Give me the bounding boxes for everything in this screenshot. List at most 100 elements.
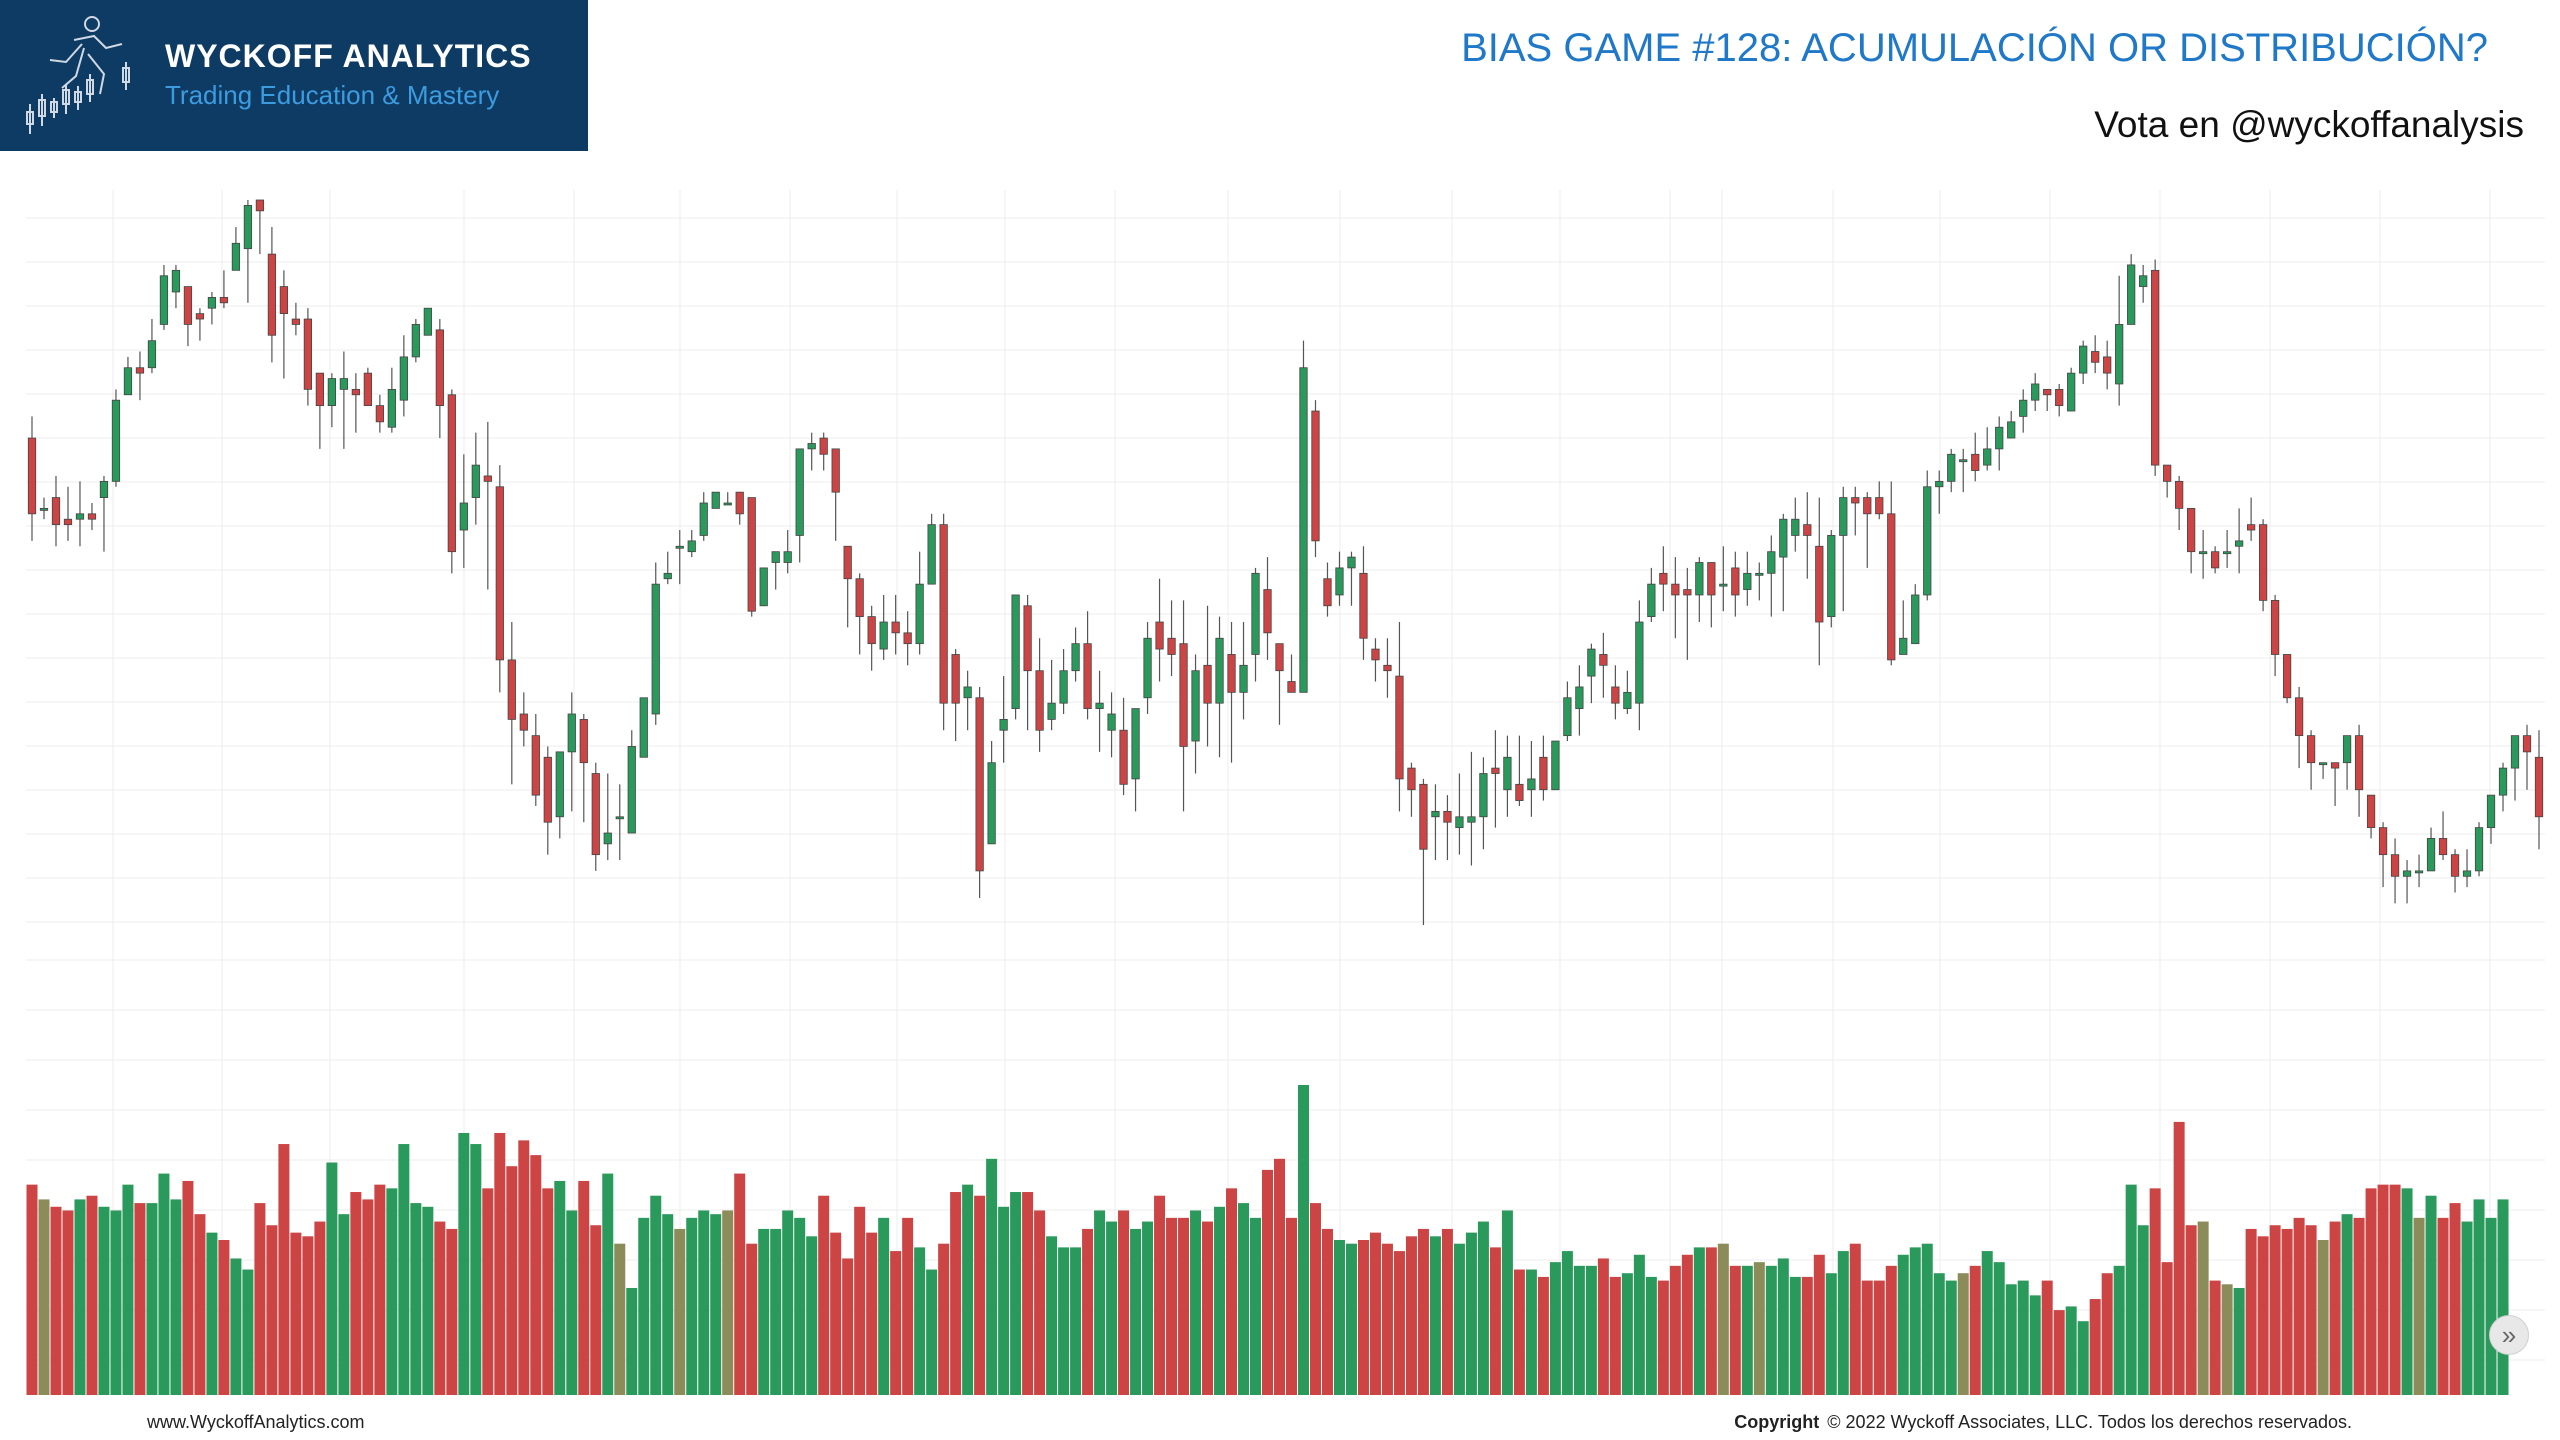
volume-bar xyxy=(1094,1210,1106,1395)
candle-body xyxy=(1431,810,1440,818)
volume-bar xyxy=(806,1236,818,1395)
candle-body xyxy=(1779,518,1788,558)
volume-bar xyxy=(938,1243,950,1395)
candle-body xyxy=(1863,497,1872,515)
candle-body xyxy=(2103,356,2112,374)
volume-bar xyxy=(1130,1228,1142,1395)
candle-body xyxy=(327,378,336,406)
candle-body xyxy=(183,286,193,325)
volume-bar xyxy=(1837,1251,1849,1395)
volume-bar xyxy=(446,1228,458,1395)
candle-body xyxy=(471,464,480,498)
volume-bar xyxy=(554,1180,566,1395)
candle-body xyxy=(1059,670,1068,704)
candle-body xyxy=(687,540,696,553)
volume-bar xyxy=(1621,1273,1633,1395)
volume-bar xyxy=(1525,1269,1537,1395)
volume-bar xyxy=(2281,1228,2293,1395)
volume-bar xyxy=(2485,1217,2497,1395)
candle-body xyxy=(219,296,229,304)
candle-body xyxy=(1803,524,1812,536)
candle-body xyxy=(1743,572,1752,590)
volume-bar xyxy=(1190,1210,1202,1395)
candle-body xyxy=(1587,648,1596,677)
footer-website[interactable]: www.WyckoffAnalytics.com xyxy=(147,1412,365,1432)
candle-body xyxy=(2139,275,2148,287)
candle-body xyxy=(1119,729,1128,785)
volume-bar xyxy=(350,1192,362,1395)
candle-body xyxy=(2318,762,2328,766)
candle-body xyxy=(1491,767,1500,774)
candle-body xyxy=(1911,594,1920,645)
candle-body xyxy=(2115,324,2124,385)
volume-bar xyxy=(686,1217,698,1395)
candle-body xyxy=(1551,740,1560,791)
volume-bar xyxy=(494,1132,506,1395)
volume-bar xyxy=(2161,1262,2173,1395)
volume-bar xyxy=(890,1251,902,1395)
candle-body xyxy=(771,551,780,563)
volume-bar xyxy=(1585,1265,1597,1395)
candle-body xyxy=(2330,762,2340,769)
volume-bar xyxy=(50,1206,62,1395)
volume-bar xyxy=(1597,1258,1609,1395)
volume-bar xyxy=(1441,1228,1453,1395)
candle-body xyxy=(915,583,924,645)
volume-bar xyxy=(1861,1280,1873,1395)
volume-bar xyxy=(1309,1203,1321,1395)
volume-bar xyxy=(1609,1276,1621,1395)
volume-bar xyxy=(866,1232,878,1395)
candle-body xyxy=(2534,756,2544,818)
volume-bar xyxy=(362,1199,374,1395)
candle-body xyxy=(975,697,984,872)
candle-body xyxy=(1851,497,1860,504)
candle-body xyxy=(231,242,241,271)
copyright-label: Copyright xyxy=(1734,1412,1820,1432)
volume-bar xyxy=(1429,1236,1441,1395)
volume-bar xyxy=(110,1210,122,1395)
candle-body xyxy=(411,324,420,358)
candle-body xyxy=(1131,708,1140,780)
candle-body xyxy=(1515,783,1524,801)
volume-bar xyxy=(410,1203,422,1395)
volume-bar xyxy=(1921,1243,1933,1395)
candle-body xyxy=(2354,735,2364,791)
volume-bar xyxy=(1909,1247,1921,1395)
volume-bar xyxy=(1214,1206,1226,1395)
volume-bar xyxy=(1717,1243,1729,1395)
volume-bar xyxy=(578,1180,590,1395)
volume-bar xyxy=(1058,1247,1070,1395)
candle-body xyxy=(1647,583,1656,618)
candle-body xyxy=(51,497,61,526)
candle-body xyxy=(315,372,325,406)
volume-bar xyxy=(2041,1280,2053,1395)
candle-body xyxy=(63,518,73,526)
candle-body xyxy=(1599,654,1608,666)
candle-body xyxy=(159,275,169,325)
volume-bar xyxy=(674,1228,686,1395)
volume-bar xyxy=(1178,1217,1190,1395)
candle-body xyxy=(1251,572,1260,655)
candle-body xyxy=(843,545,852,580)
volume-bar xyxy=(1825,1273,1837,1395)
volume-bar xyxy=(218,1240,230,1395)
volume-bar xyxy=(2437,1217,2449,1395)
volume-bar xyxy=(518,1140,530,1395)
candle-body xyxy=(1335,567,1344,596)
candle-body xyxy=(2390,854,2400,877)
candle-body xyxy=(1659,572,1668,585)
volume-bar xyxy=(86,1195,98,1395)
volume-bar xyxy=(1082,1228,1094,1395)
volume-bar xyxy=(566,1210,578,1395)
candle-body xyxy=(867,616,876,645)
volume-bar xyxy=(1357,1240,1369,1395)
volume-bar xyxy=(26,1184,38,1395)
candle-body xyxy=(483,475,492,482)
candle-body xyxy=(1839,497,1848,536)
volume-bar xyxy=(1250,1217,1262,1395)
candle-body xyxy=(2127,264,2136,325)
candle-body xyxy=(1947,453,1956,482)
volume-bar xyxy=(2125,1184,2137,1395)
double-chevron-right-icon[interactable]: » xyxy=(2489,1315,2529,1355)
candle-body xyxy=(2474,827,2484,872)
